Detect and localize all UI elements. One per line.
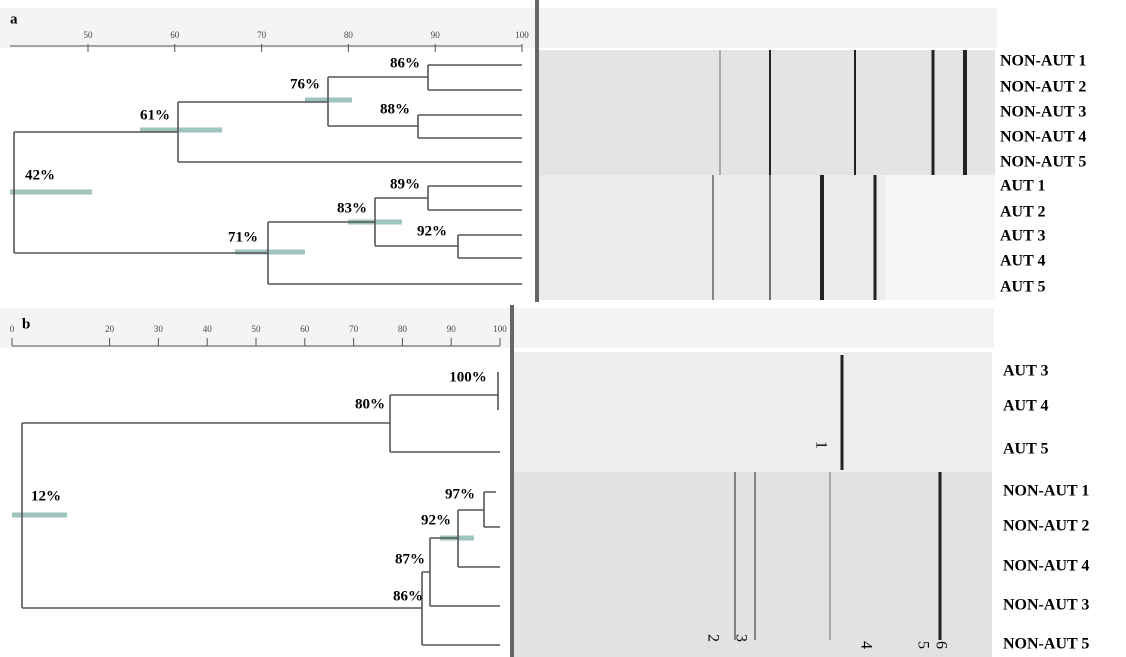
lane-label: AUT 5 [1003, 441, 1049, 458]
lane-label: AUT 4 [1003, 398, 1049, 415]
scale-tick-label: 80 [344, 30, 354, 40]
scale-tick-label: 60 [170, 30, 180, 40]
node-label: 71% [228, 229, 258, 245]
node-label: 92% [417, 223, 447, 239]
node-label: 89% [390, 176, 420, 192]
scale-tick-label: 100 [515, 30, 529, 40]
band-number: 4 [857, 641, 874, 649]
scale-tick-label: 60 [300, 324, 310, 334]
scale-tick-label: 90 [431, 30, 441, 40]
node-label: 61% [140, 107, 170, 123]
lane-label: AUT 1 [1000, 178, 1046, 195]
lane-label: AUT 4 [1000, 253, 1046, 270]
scale-tick-label: 90 [447, 324, 457, 334]
error-bars [12, 512, 474, 541]
node-label: 83% [337, 200, 367, 216]
scale-tick-label: 100 [493, 324, 507, 334]
gel-light [885, 175, 995, 300]
lane-label: NON-AUT 4 [1003, 558, 1089, 575]
error-bars [10, 97, 402, 255]
node-label: 80% [355, 396, 385, 412]
lane-label: NON-AUT 5 [1003, 636, 1089, 653]
gel-upper [539, 50, 995, 175]
node-label: 42% [25, 167, 55, 183]
node-label: 97% [445, 486, 475, 502]
scale-tick-label: 70 [349, 324, 359, 334]
scale-tick-label: 50 [84, 30, 94, 40]
lane-label: NON-AUT 2 [1000, 79, 1086, 96]
panel-a [0, 0, 997, 302]
scale-tick-label: 0 [10, 324, 15, 334]
bands [734, 355, 942, 640]
lane-label: AUT 3 [1000, 228, 1046, 245]
lane-label: NON-AUT 1 [1000, 53, 1086, 70]
scale-tick-label: 80 [398, 324, 408, 334]
lane-label: AUT 2 [1000, 204, 1046, 221]
node-label: 92% [421, 512, 451, 528]
band-number: 6 [932, 641, 949, 649]
gel-header [514, 308, 994, 348]
node-label: 86% [393, 588, 423, 604]
node-label: 88% [380, 101, 410, 117]
node-label: 86% [390, 55, 420, 71]
scale-header [0, 8, 535, 48]
lane-label: AUT 3 [1003, 363, 1049, 380]
panel-label: a [10, 11, 18, 27]
divider [510, 305, 514, 657]
scale-tick-label: 50 [252, 324, 262, 334]
gel-lower [514, 472, 992, 657]
panel-label: b [22, 316, 30, 332]
lane-label: NON-AUT 3 [1003, 597, 1089, 614]
scale-tick-label: 30 [154, 324, 164, 334]
gel-header [537, 8, 997, 48]
dendrogram [13, 64, 522, 285]
panel-b [0, 305, 994, 657]
lane-label: NON-AUT 1 [1003, 483, 1089, 500]
lane-label: AUT 5 [1000, 279, 1046, 296]
node-label: 76% [290, 76, 320, 92]
scale-tick-label: 70 [257, 30, 267, 40]
lane-label: NON-AUT 2 [1003, 518, 1089, 535]
band-number: 1 [812, 441, 829, 449]
node-label: 87% [395, 551, 425, 567]
divider [535, 0, 539, 302]
bands [712, 50, 967, 300]
lane-label: NON-AUT 4 [1000, 129, 1086, 146]
node-label: 12% [31, 488, 61, 504]
band-number: 3 [732, 634, 749, 642]
scale-tick-label: 20 [105, 324, 115, 334]
scale-tick-label: 40 [203, 324, 213, 334]
dendrogram [21, 372, 500, 646]
band-number: 5 [914, 641, 931, 649]
gel-upper [514, 352, 992, 472]
lane-label: NON-AUT 3 [1000, 104, 1086, 121]
node-label: 100% [449, 369, 487, 385]
band-number: 2 [704, 634, 721, 642]
lane-label: NON-AUT 5 [1000, 154, 1086, 171]
